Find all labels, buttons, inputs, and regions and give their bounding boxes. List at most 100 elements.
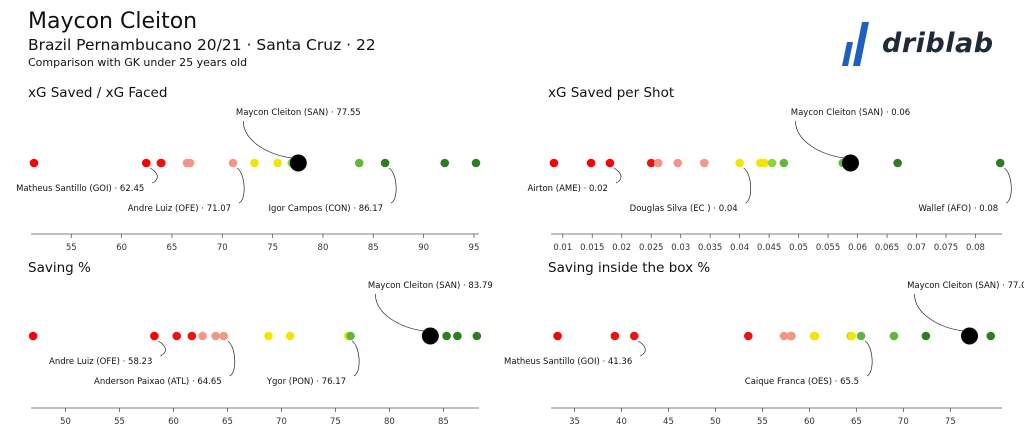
chart-xg-saved-xg-faced-tick-label: 75 xyxy=(267,243,278,253)
chart-saving-inside-the-box-highlight-label: Maycon Cleiton (SAN) · 77.04 xyxy=(907,281,1024,291)
chart-xg-saved-xg-faced-point xyxy=(185,158,195,168)
chart-xg-saved-per-shot-point xyxy=(699,158,709,168)
chart-xg-saved-per-shot-tick-label: 0.035 xyxy=(698,243,722,253)
chart-saving-tick-label: 80 xyxy=(384,417,395,427)
chart-saving-annotation-connector xyxy=(158,340,166,357)
chart-xg-saved-xg-faced-tick-label: 60 xyxy=(116,243,127,253)
chart-xg-saved-per-shot-tick-label: 0.015 xyxy=(580,243,604,253)
chart-saving-inside-the-box-annotation-label: Matheus Santillo (GOI) · 41.36 xyxy=(504,357,632,367)
chart-saving-inside-the-box-point xyxy=(986,331,996,341)
chart-saving-point xyxy=(187,331,197,341)
chart-saving-annotation-connector xyxy=(351,340,360,377)
chart-saving-inside-the-box-tick-label: 55 xyxy=(757,417,768,427)
chart-xg-saved-xg-faced-highlight-connector xyxy=(242,120,293,159)
chart-xg-saved-xg-faced-point xyxy=(228,158,238,168)
chart-xg-saved-per-shot-title: xG Saved per Shot xyxy=(548,85,674,101)
chart-saving-inside-the-box-title: Saving inside the box % xyxy=(548,260,710,276)
chart-xg-saved-xg-faced-annotation-connector xyxy=(388,167,397,204)
chart-xg-saved-xg-faced-point xyxy=(141,158,151,168)
chart-saving-point xyxy=(28,331,38,341)
chart-saving-tick-label: 70 xyxy=(276,417,287,427)
chart-xg-saved-per-shot-annotation-label: Wallef (AFO) · 0.08 xyxy=(918,204,998,214)
chart-xg-saved-xg-faced-tick-label: 95 xyxy=(469,243,480,253)
chart-saving-inside-the-box-point xyxy=(610,331,620,341)
chart-xg-saved-per-shot-annotation-connector xyxy=(613,167,622,184)
chart-xg-saved-per-shot-point xyxy=(605,158,615,168)
chart-saving-point xyxy=(285,331,295,341)
chart-xg-saved-xg-faced-annotation-connector xyxy=(150,167,158,184)
chart-saving-tick-label: 60 xyxy=(168,417,179,427)
chart-xg-saved-xg-faced-title: xG Saved / xG Faced xyxy=(28,85,167,101)
chart-saving-inside-the-box-tick-label: 45 xyxy=(663,417,674,427)
chart-xg-saved-per-shot-tick-label: 0.06 xyxy=(848,243,867,253)
chart-xg-saved-xg-faced-point xyxy=(471,158,481,168)
chart-xg-saved-xg-faced-annotation-label: Matheus Santillo (GOI) · 62.45 xyxy=(16,184,144,194)
chart-xg-saved-per-shot-point xyxy=(646,158,656,168)
chart-xg-saved-xg-faced-point xyxy=(440,158,450,168)
chart-saving-inside-the-box-point xyxy=(744,331,753,341)
chart-xg-saved-per-shot-highlight-connector xyxy=(795,120,845,159)
chart-xg-saved-xg-faced-point xyxy=(354,158,364,168)
chart-saving-point xyxy=(346,331,355,341)
chart-saving-annotation-connector xyxy=(227,340,236,377)
header: Maycon Cleiton Brazil Pernambucano 20/21… xyxy=(28,8,376,71)
chart-saving-tick-label: 55 xyxy=(114,417,125,427)
chart-xg-saved-per-shot-point xyxy=(760,158,769,168)
chart-xg-saved-xg-faced-point xyxy=(380,158,390,168)
player-name: Maycon Cleiton xyxy=(28,9,198,34)
chart-xg-saved-per-shot-point xyxy=(653,158,663,168)
chart-xg-saved-per-shot-tick-label: 0.075 xyxy=(934,243,958,253)
chart-xg-saved-per-shot-point xyxy=(673,158,683,168)
chart-xg-saved-per-shot-point xyxy=(893,158,902,168)
chart-saving-inside-the-box-annotation-label: Caique Franca (OES) · 65.5 xyxy=(745,377,859,387)
chart-saving-inside-the-box-tick-label: 35 xyxy=(569,417,580,427)
chart-xg-saved-per-shot-tick-label: 0.07 xyxy=(907,243,926,253)
chart-xg-saved-per-shot-tick-label: 0.04 xyxy=(730,243,749,253)
chart-xg-saved-xg-faced-point xyxy=(157,158,166,168)
chart-saving-tick-label: 65 xyxy=(222,417,233,427)
chart-xg-saved-xg-faced-point xyxy=(250,158,259,168)
chart-xg-saved-xg-faced-tick-label: 70 xyxy=(217,243,228,253)
chart-xg-saved-xg-faced-annotation-label: Igor Campos (CON) · 86.17 xyxy=(269,204,384,214)
chart-saving-inside-the-box-point xyxy=(779,331,789,341)
chart-xg-saved-per-shot-point xyxy=(779,158,789,168)
chart-xg-saved-xg-faced-tick-label: 85 xyxy=(368,243,379,253)
chart-saving-inside-the-box-tick-label: 60 xyxy=(804,417,815,427)
chart-xg-saved-per-shot-tick-label: 0.01 xyxy=(553,243,572,253)
chart-saving-tick-label: 50 xyxy=(60,417,71,427)
comparison-note: Comparison with GK under 25 years old xyxy=(28,56,248,69)
chart-xg-saved-per-shot-highlight-point xyxy=(841,154,859,172)
chart-xg-saved-per-shot-annotation-connector xyxy=(743,167,752,204)
chart-xg-saved-per-shot-tick-label: 0.045 xyxy=(757,243,781,253)
chart-saving-inside-the-box-point xyxy=(847,331,856,341)
chart-xg-saved-per-shot-point xyxy=(995,158,1005,168)
chart-xg-saved-xg-faced-tick-label: 90 xyxy=(418,243,429,253)
chart-saving-inside-the-box-point xyxy=(553,331,562,341)
driblab-logo: driblab xyxy=(838,20,998,70)
chart-xg-saved-per-shot-tick-label: 0.055 xyxy=(816,243,840,253)
chart-saving-inside-the-box-highlight-connector xyxy=(914,293,964,332)
chart-xg-saved-per-shot-tick-label: 0.03 xyxy=(671,243,690,253)
chart-xg-saved-per-shot-point xyxy=(767,158,777,168)
chart-saving-tick-label: 75 xyxy=(330,417,341,427)
chart-xg-saved-xg-faced-tick-label: 55 xyxy=(66,243,77,253)
chart-xg-saved-per-shot-tick-label: 0.08 xyxy=(966,243,985,253)
chart-xg-saved-per-shot-highlight-label: Maycon Cleiton (SAN) · 0.06 xyxy=(791,108,910,118)
chart-saving-highlight-connector xyxy=(374,293,425,332)
chart-saving-inside-the-box-point xyxy=(889,331,899,341)
chart-saving-inside-the-box-point xyxy=(787,331,796,341)
chart-xg-saved-xg-faced-highlight-label: Maycon Cleiton (SAN) · 77.55 xyxy=(236,108,361,118)
chart-xg-saved-per-shot-point xyxy=(586,158,596,168)
driblab-logo-text: driblab xyxy=(882,28,994,59)
chart-saving-inside-the-box-tick-label: 75 xyxy=(945,417,956,427)
chart-xg-saved-per-shot-annotation-label: Douglas Silva (EC ) · 0.04 xyxy=(630,204,738,214)
chart-xg-saved-per-shot-point xyxy=(735,158,744,168)
chart-saving-point xyxy=(198,331,207,341)
chart-saving-highlight-label: Maycon Cleiton (SAN) · 83.79 xyxy=(368,281,493,291)
chart-xg-saved-per-shot-point xyxy=(549,158,559,168)
chart-saving-point xyxy=(453,331,462,341)
chart-xg-saved-per-shot-tick-label: 0.025 xyxy=(639,243,663,253)
chart-saving-inside-the-box-point xyxy=(921,331,931,341)
chart-saving-inside-the-box-annotation-connector xyxy=(864,340,873,377)
chart-saving-tick-label: 85 xyxy=(438,417,449,427)
